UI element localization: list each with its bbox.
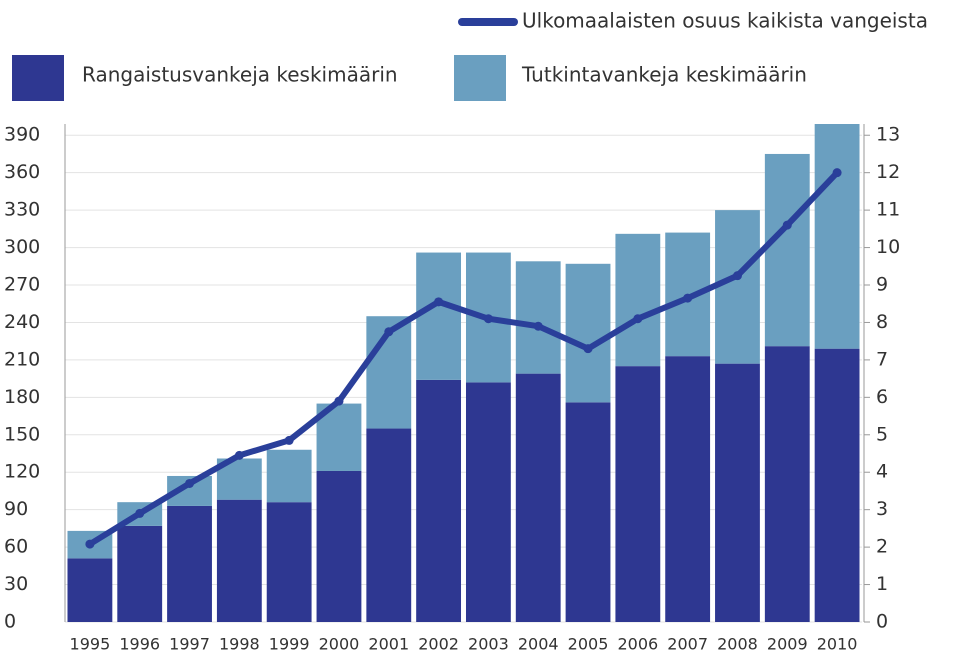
bar	[665, 356, 711, 622]
y2-tick-label: 8	[876, 311, 888, 333]
line-marker	[185, 478, 195, 488]
y2-tick-label: 5	[876, 423, 888, 445]
y-tick-label: 30	[4, 573, 28, 595]
x-tick-label: 1998	[219, 635, 260, 654]
bar	[814, 124, 860, 349]
y-tick-label: 210	[4, 348, 40, 370]
line-marker	[583, 344, 593, 354]
x-tick-label: 2009	[767, 635, 808, 654]
y2-tick-label: 0	[876, 611, 888, 633]
bar	[465, 382, 511, 622]
x-tick-label: 1999	[269, 635, 310, 654]
y2-tick-label: 4	[876, 461, 888, 483]
bar	[565, 263, 611, 403]
line-marker	[234, 450, 244, 460]
x-tick-label: 1996	[119, 635, 160, 654]
legend-swatch	[12, 55, 64, 101]
x-tick-label: 2010	[817, 635, 858, 654]
legend-label: Ulkomaalaisten osuus kaikista vangeista	[522, 9, 928, 33]
y-tick-label: 60	[4, 536, 28, 558]
bar	[565, 402, 611, 622]
x-tick-label: 2005	[568, 635, 609, 654]
bar	[814, 348, 860, 622]
line-marker	[633, 314, 643, 324]
y2-tick-label: 9	[876, 274, 888, 296]
legend-swatch	[454, 55, 506, 101]
y-tick-label: 120	[4, 461, 40, 483]
y-tick-label: 270	[4, 274, 40, 296]
bar	[366, 428, 412, 622]
x-tick-label: 2001	[368, 635, 409, 654]
bar	[117, 525, 163, 622]
y-tick-label: 0	[4, 611, 16, 633]
bar	[216, 499, 262, 622]
line-marker	[135, 508, 145, 518]
x-tick-label: 2008	[717, 635, 758, 654]
y-tick-label: 300	[4, 236, 40, 258]
x-tick-label: 2006	[617, 635, 658, 654]
x-tick-label: 2003	[468, 635, 509, 654]
line-marker	[434, 297, 444, 307]
line-marker	[334, 396, 344, 406]
y2-tick-label: 1	[876, 573, 888, 595]
bar	[715, 363, 760, 622]
y-tick-label: 240	[4, 311, 40, 333]
line-marker	[284, 435, 294, 445]
bar	[715, 210, 760, 364]
line	[88, 170, 840, 547]
bar	[515, 373, 561, 622]
line-marker	[85, 539, 95, 549]
y2-tick-label: 2	[876, 536, 888, 558]
y-tick-label: 330	[4, 199, 40, 221]
bar	[615, 366, 661, 622]
bar	[764, 346, 810, 622]
x-tick-label: 1995	[70, 635, 111, 654]
y-tick-label: 360	[4, 161, 40, 183]
line-marker	[483, 314, 493, 324]
y-tick-label: 90	[4, 498, 28, 520]
bar	[515, 261, 561, 374]
line-marker	[384, 327, 394, 337]
bar	[764, 153, 810, 347]
y2-tick-label: 7	[876, 348, 888, 370]
bar	[266, 449, 312, 503]
y2-tick-label: 11	[876, 199, 900, 221]
x-tick-label: 2007	[667, 635, 708, 654]
line-marker	[732, 271, 742, 281]
x-tick-label: 2004	[518, 635, 559, 654]
line-marker	[533, 321, 543, 331]
line-marker	[832, 168, 842, 178]
bar	[416, 379, 462, 622]
bar	[316, 470, 362, 622]
y-tick-label: 150	[4, 423, 40, 445]
bar	[167, 505, 212, 622]
bar	[615, 233, 661, 367]
bar	[416, 252, 462, 380]
y2-tick-label: 3	[876, 498, 888, 520]
legend-label: Tutkintavankeja keskimäärin	[521, 63, 807, 87]
y2-tick-label: 6	[876, 386, 888, 408]
y-tick-label: 390	[4, 124, 40, 146]
x-tick-label: 2002	[418, 635, 459, 654]
x-tick-label: 1997	[169, 635, 210, 654]
y2-tick-label: 12	[876, 161, 900, 183]
line-marker	[683, 293, 693, 303]
y-tick-label: 180	[4, 386, 40, 408]
y2-tick-label: 13	[876, 124, 900, 146]
bar	[266, 502, 312, 622]
y2-tick-label: 10	[876, 236, 900, 258]
line-marker	[782, 220, 792, 230]
x-tick-label: 2000	[319, 635, 360, 654]
bar	[67, 558, 113, 622]
legend-label: Rangaistusvankeja keskimäärin	[82, 63, 398, 87]
